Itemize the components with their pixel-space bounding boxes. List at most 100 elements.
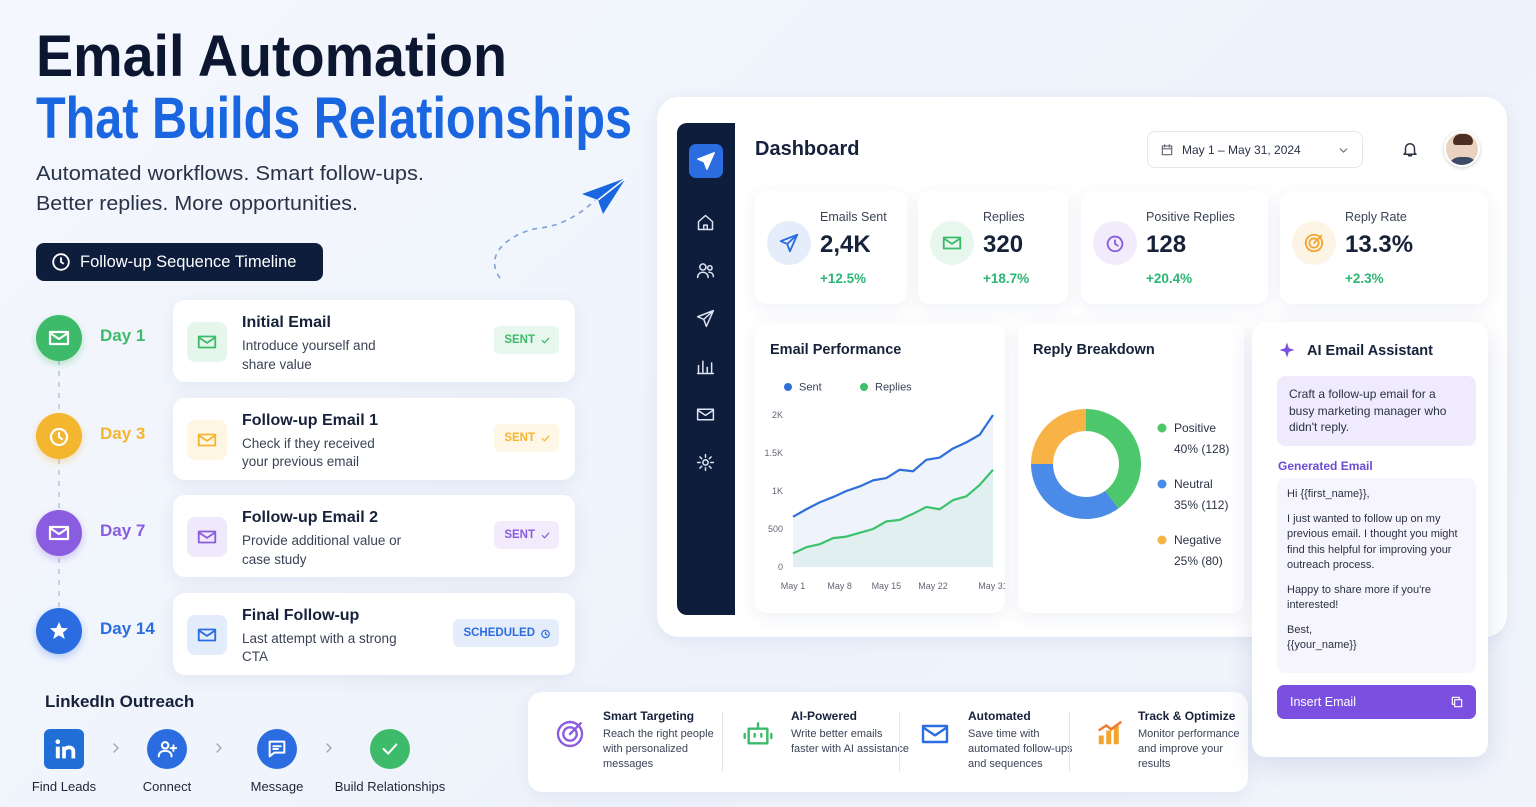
date-range: May 1 – May 31, 2024: [1182, 143, 1301, 157]
stat-value: 13.3%: [1345, 231, 1414, 258]
icon-shape: [541, 435, 550, 441]
area: [793, 415, 993, 567]
step-title: Follow-up Email 1: [242, 411, 379, 429]
avatar: [1444, 131, 1480, 167]
step-description: Check if they received your previous ema…: [242, 435, 375, 470]
status-pill: SENT: [494, 423, 559, 452]
legend-label: Sent: [799, 382, 822, 394]
icon-bot: [743, 722, 773, 745]
icon-shape: [1098, 720, 1122, 732]
icon-home: [697, 214, 714, 231]
timeline-heading: Follow-up Sequence Timeline: [80, 253, 297, 271]
feature-title: Track & Optimize: [1138, 709, 1236, 723]
step-day: Day 14: [100, 618, 155, 638]
step-circle: [36, 510, 82, 556]
step-title: Follow-up Email 2: [242, 509, 379, 526]
generated-label: Generated Email: [1278, 459, 1373, 473]
donut-slice: [1086, 409, 1141, 509]
stat-card: Replies 320 +18.7%: [918, 191, 1068, 304]
stat-value: 2,4K: [820, 231, 871, 258]
feature-divider: [1069, 712, 1070, 772]
line: [792, 414, 994, 518]
icon-shape: [50, 621, 68, 639]
stat-icon: [767, 221, 811, 265]
step-description: Provide additional value or case study: [242, 533, 402, 567]
y-tick-label: 2K: [772, 410, 783, 420]
icon-shape: [779, 233, 799, 253]
hero-title: Email Automation: [36, 24, 507, 89]
donut-slice: [1031, 409, 1086, 464]
insert-button[interactable]: Insert Email: [1277, 685, 1476, 719]
icon-shape: [1106, 730, 1112, 745]
line-chart: 0 500 1K 1.5K 2K May 1 May 8 May 15 May 22 May 31…: [764, 382, 1005, 592]
stat-value: 320: [983, 231, 1024, 258]
icon-shape: [49, 427, 69, 446]
icon-mail: [921, 724, 949, 744]
x-tick-label: May 31: [978, 581, 1005, 591]
avatar-hair: [1453, 134, 1473, 145]
stat-value: 128: [1146, 231, 1187, 258]
linkedin-icon: [370, 729, 410, 769]
x-tick-label: May 15: [872, 581, 902, 591]
icon-check: [541, 337, 550, 344]
icon-shape: [696, 453, 715, 472]
step-circle: [36, 315, 82, 361]
icon-shape: [157, 741, 178, 758]
icon-shape: [55, 739, 61, 745]
icon-shape: [197, 628, 217, 641]
feature-divider: [899, 712, 900, 772]
legend-dot: [784, 383, 792, 391]
icon-send: [697, 152, 715, 170]
icon-shape: [942, 236, 962, 250]
legend-dot: [1157, 479, 1167, 489]
icon-shape: [921, 724, 949, 744]
icon-shape: [556, 720, 584, 748]
linkedin-label: Find Leads: [31, 779, 97, 794]
chart-title: Email Performance: [770, 342, 902, 358]
icon-shape: [326, 743, 332, 753]
icon-mail: [197, 628, 217, 641]
stat-card: Positive Replies 128 +20.4%: [1081, 191, 1268, 304]
clock-icon: [52, 253, 70, 271]
ai-assistant-card: AI Email Assistant Craft a follow-up emai…: [1252, 322, 1488, 757]
feature-description: Write better emails faster with AI assis…: [791, 728, 909, 756]
step-circle: [36, 412, 82, 459]
date-picker[interactable]: May 1 – May 31, 2024: [1147, 131, 1363, 168]
step-card: Initial Email Introduce yourself and shar…: [173, 300, 575, 382]
icon-copy: [1451, 696, 1463, 708]
linkedin-label: Connect: [142, 779, 192, 794]
icon-gear: [696, 453, 715, 472]
hero-title: That Builds Relationships: [36, 86, 632, 151]
y-tick-label: 1K: [772, 486, 783, 496]
icon-shape: [696, 408, 715, 421]
avatar-body: [1448, 157, 1478, 165]
status-pill: SENT: [494, 521, 559, 549]
icon-mail: [197, 335, 217, 349]
logo: [689, 144, 723, 178]
hero: Email Automation That Builds Relationshi…: [36, 24, 632, 279]
status-text: SCHEDULED: [463, 626, 535, 639]
paper-plane-fold: [597, 177, 627, 201]
email-paragraph: Hi {{first_name}},: [1287, 488, 1370, 500]
legend-label: Replies: [875, 382, 912, 394]
linkedin-label: Build Relationships: [334, 779, 446, 794]
icon-shape: [541, 532, 550, 539]
icon-in: [55, 739, 76, 759]
reply-breakdown-card: Reply Breakdown Positive 40% (128) Neutral 3…: [1018, 323, 1244, 613]
hero-subtitle: Better replies. More opportunities.: [36, 193, 358, 215]
icon-mail: [197, 433, 217, 446]
step-card: Follow-up Email 1 Check if they received …: [173, 397, 575, 480]
status-pill: SCHEDULED: [453, 618, 559, 647]
dashboard-title: Dashboard: [755, 138, 860, 160]
icon-bell[interactable]: [1401, 140, 1419, 158]
icon-shape: [48, 525, 70, 541]
area: [793, 469, 993, 567]
ai-title: AI Email Assistant: [1307, 343, 1433, 359]
feature-title: Automated: [968, 709, 1031, 723]
linkedin-label: Message: [250, 779, 304, 794]
feature-divider: [722, 712, 723, 772]
status-text: SENT: [504, 529, 535, 541]
button-label: Insert Email: [1290, 695, 1356, 709]
x-tick-label: May 1: [781, 581, 806, 591]
icon-shape: [541, 337, 550, 344]
